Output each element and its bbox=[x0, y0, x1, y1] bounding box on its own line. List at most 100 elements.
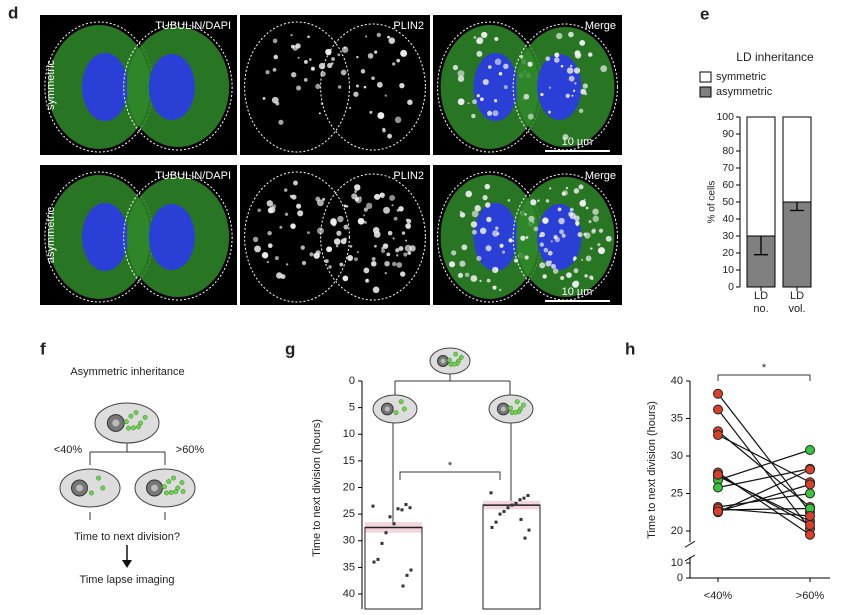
lipid-droplet bbox=[562, 133, 569, 141]
lipid-droplet bbox=[267, 230, 272, 236]
micrograph bbox=[240, 165, 430, 305]
lipid-droplet bbox=[363, 214, 366, 217]
y-tick-label: 0 bbox=[677, 572, 683, 584]
lipid-droplet bbox=[376, 32, 381, 38]
pair-line bbox=[717, 492, 811, 508]
lipid-droplet bbox=[556, 32, 563, 40]
lipid-droplet bbox=[386, 252, 391, 257]
lipid-droplet bbox=[487, 110, 493, 116]
lipid-droplet bbox=[373, 231, 381, 238]
lipid-droplet bbox=[472, 229, 477, 235]
lipid-droplet bbox=[520, 235, 526, 241]
lipid-droplet bbox=[562, 190, 568, 196]
lipid-droplet bbox=[389, 194, 396, 201]
droplet bbox=[131, 425, 136, 431]
lipid-droplet bbox=[388, 37, 396, 44]
nucleolus bbox=[500, 406, 506, 412]
lipid-droplet bbox=[257, 208, 261, 213]
y-tick-label: 5 bbox=[349, 402, 355, 414]
lipid-droplet bbox=[392, 62, 396, 66]
lipid-droplet bbox=[401, 231, 406, 235]
lipid-droplet bbox=[539, 262, 546, 269]
pair-line bbox=[717, 434, 811, 483]
cell-icon bbox=[59, 468, 121, 508]
data-point bbox=[526, 493, 530, 497]
lipid-droplet bbox=[578, 108, 584, 114]
lipid-droplet bbox=[252, 236, 259, 243]
pair-line bbox=[717, 468, 811, 513]
data-point bbox=[518, 498, 522, 502]
lipid-droplet bbox=[523, 93, 530, 100]
lipid-droplet bbox=[310, 66, 315, 71]
lipid-droplet bbox=[387, 230, 393, 236]
lipid-droplet bbox=[581, 258, 584, 261]
cell-icon bbox=[488, 394, 534, 424]
lipid-droplet bbox=[551, 263, 556, 269]
lipid-droplet bbox=[407, 251, 412, 255]
lipid-droplet bbox=[461, 244, 468, 251]
legend-label: asymmetric bbox=[716, 86, 773, 98]
droplet bbox=[142, 414, 148, 420]
droplet bbox=[161, 484, 167, 490]
lipid-droplet bbox=[272, 38, 278, 44]
bar-segment bbox=[746, 116, 776, 237]
droplet bbox=[166, 479, 172, 484]
lipid-droplet bbox=[503, 63, 509, 70]
y-tick-label: 70 bbox=[722, 162, 734, 174]
legend-swatch bbox=[699, 86, 712, 98]
droplet bbox=[171, 475, 176, 481]
micrograph bbox=[40, 15, 237, 155]
legend-label: symmetric bbox=[716, 71, 767, 83]
lipid-droplet bbox=[507, 199, 511, 202]
lipid-droplet bbox=[448, 261, 456, 268]
lipid-droplet bbox=[474, 205, 481, 212]
lipid-droplet bbox=[297, 210, 304, 217]
data-point bbox=[713, 388, 723, 399]
lipid-droplet bbox=[476, 255, 482, 261]
lipid-droplet bbox=[476, 94, 480, 98]
nucleolus bbox=[76, 484, 83, 492]
lipid-droplet bbox=[584, 92, 588, 96]
cell-outline bbox=[123, 173, 233, 301]
data-point bbox=[713, 404, 723, 415]
lipid-droplet bbox=[553, 236, 556, 239]
lipid-droplet bbox=[339, 262, 344, 267]
lipid-droplet bbox=[494, 58, 502, 66]
lipid-droplet bbox=[290, 223, 296, 229]
y-tick-label: 60 bbox=[722, 179, 734, 191]
y-tick-label: 90 bbox=[722, 128, 734, 140]
cell-outline bbox=[512, 173, 618, 301]
lipid-droplet bbox=[569, 212, 576, 220]
lipid-droplet bbox=[579, 200, 587, 207]
lipid-droplet bbox=[405, 223, 411, 229]
lipid-droplet bbox=[579, 40, 586, 46]
x-tick-label: >60% bbox=[796, 590, 825, 602]
branch-label: <40% bbox=[54, 444, 83, 456]
lipid-droplet bbox=[363, 267, 370, 274]
lipid-droplet bbox=[481, 31, 488, 39]
lipid-droplet bbox=[353, 91, 359, 97]
lipid-droplet bbox=[587, 52, 593, 57]
lipid-droplet bbox=[406, 218, 412, 224]
lipid-droplet bbox=[267, 207, 274, 214]
lipid-droplet bbox=[366, 202, 373, 209]
y-axis-label: Time to next division (hours) bbox=[646, 401, 658, 539]
lipid-droplet bbox=[573, 256, 577, 260]
data-point bbox=[713, 430, 723, 440]
droplet bbox=[393, 410, 399, 416]
lipid-droplet bbox=[494, 36, 499, 42]
lipid-droplet bbox=[396, 209, 400, 212]
lipid-droplet bbox=[472, 99, 478, 105]
lipid-droplet bbox=[537, 199, 540, 202]
data-point bbox=[376, 557, 380, 561]
pair-line bbox=[717, 483, 811, 513]
lipid-droplet bbox=[393, 216, 398, 221]
lipid-droplet bbox=[363, 85, 367, 89]
data-point bbox=[392, 522, 396, 526]
lipid-droplet bbox=[583, 232, 587, 236]
lipid-droplet bbox=[372, 286, 380, 294]
lipid-droplet bbox=[342, 275, 349, 282]
lipid-droplet bbox=[560, 64, 564, 68]
data-point bbox=[506, 506, 510, 510]
